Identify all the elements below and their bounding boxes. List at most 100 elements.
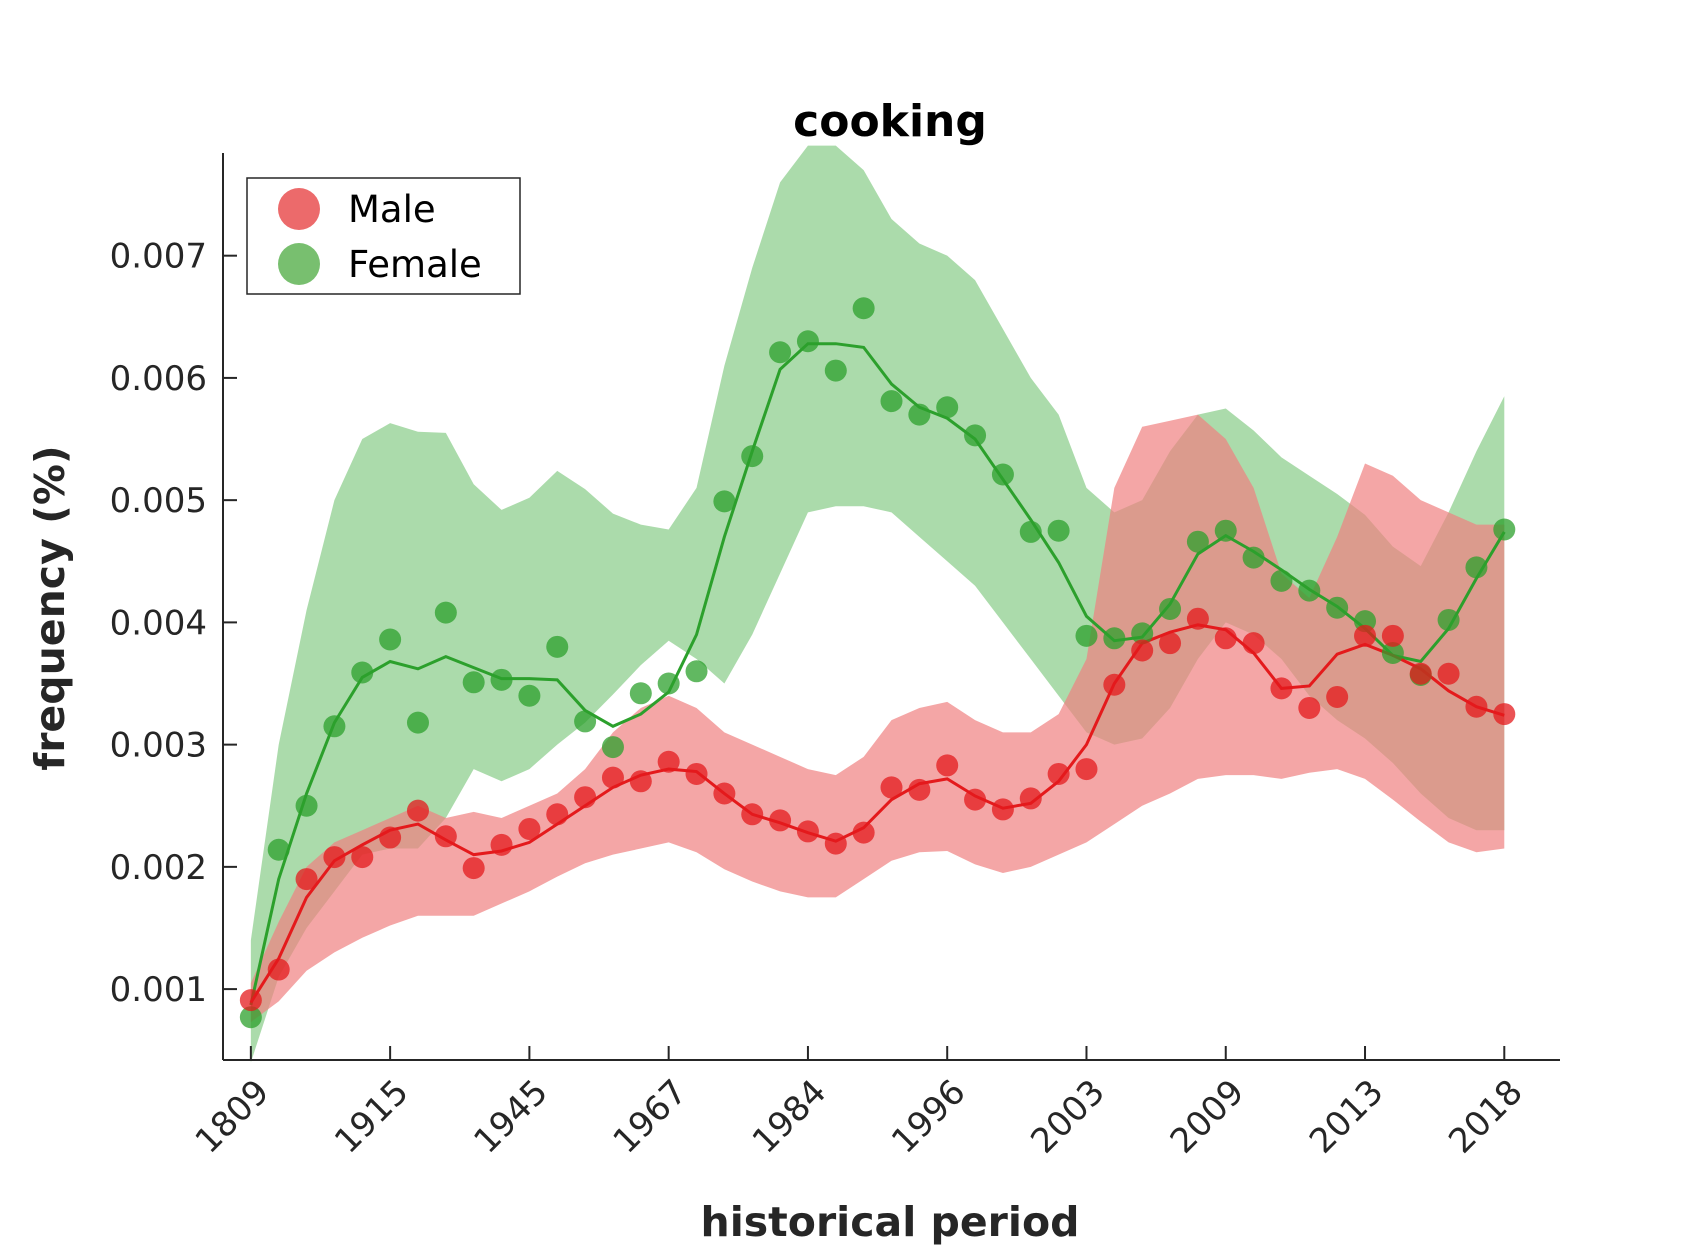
point-female [796, 330, 819, 353]
trend-line-female [249, 342, 1506, 1006]
x-tick-label: 1809 [188, 1072, 277, 1161]
point-female [1381, 641, 1404, 664]
point-male [1493, 703, 1516, 726]
point-female [1214, 519, 1237, 542]
x-tick-label: 1984 [745, 1072, 834, 1161]
point-female [239, 1006, 262, 1029]
point-female [1047, 519, 1070, 542]
point-female [936, 396, 959, 419]
x-tick-label: 1996 [884, 1072, 973, 1161]
y-tick-label: 0.004 [110, 603, 207, 643]
point-male [1103, 673, 1126, 696]
point-female [546, 635, 569, 658]
x-tick-label: 2009 [1163, 1072, 1252, 1161]
point-male [601, 766, 624, 789]
y-tick-label: 0.002 [110, 848, 207, 888]
point-female [713, 490, 736, 513]
point-male [1047, 762, 1070, 785]
point-male [1242, 632, 1265, 655]
point-female [267, 838, 290, 861]
point-female [434, 601, 457, 624]
point-male [239, 989, 262, 1012]
point-female [462, 671, 485, 694]
point-female [1075, 624, 1098, 647]
point-male [991, 798, 1014, 821]
point-female [1159, 597, 1182, 620]
y-tick-label: 0.006 [110, 359, 207, 399]
point-female [852, 297, 875, 320]
x-tick-label: 1945 [466, 1072, 555, 1161]
point-male [1437, 662, 1460, 685]
point-male [490, 833, 513, 856]
point-female [991, 463, 1014, 486]
point-male [1019, 787, 1042, 810]
point-male [1270, 677, 1293, 700]
legend-marker-female [278, 243, 320, 285]
point-female [323, 715, 346, 738]
point-female [1298, 579, 1321, 602]
point-female [908, 403, 931, 426]
trend-lines [249, 342, 1506, 1006]
legend-marker-male [278, 188, 320, 230]
point-male [1326, 685, 1349, 708]
y-tick-label: 0.001 [110, 970, 207, 1010]
x-tick-label: 1915 [327, 1072, 416, 1161]
point-male [546, 803, 569, 826]
point-female [769, 341, 792, 364]
data-points [239, 297, 1516, 1029]
legend-label-male: Male [348, 188, 436, 231]
point-male [852, 821, 875, 844]
point-female [1270, 569, 1293, 592]
point-female [685, 660, 708, 683]
point-male [574, 786, 597, 809]
point-male [769, 809, 792, 832]
legend-label-female: Female [348, 243, 482, 286]
y-axis-title: frequency (%) [26, 445, 74, 770]
point-male [1298, 696, 1321, 719]
point-male [685, 762, 708, 785]
point-male [824, 832, 847, 855]
point-male [796, 820, 819, 843]
y-tick-label: 0.007 [110, 237, 207, 277]
point-female [1103, 627, 1126, 650]
point-male [323, 846, 346, 869]
x-axis-title: historical period [701, 1198, 1080, 1246]
x-tick-label: 2003 [1023, 1072, 1112, 1161]
point-male [1186, 607, 1209, 630]
y-ticks: 0.001 0.002 0.003 0.004 0.005 0.006 0.007 [110, 237, 237, 1010]
point-male [964, 788, 987, 811]
point-female [657, 672, 680, 695]
point-male [1075, 758, 1098, 781]
point-male [379, 826, 402, 849]
point-male [406, 799, 429, 822]
point-male [1465, 695, 1488, 718]
point-male [1409, 662, 1432, 685]
point-female [1186, 530, 1209, 553]
point-female [490, 668, 513, 691]
point-male [518, 817, 541, 840]
point-male [1214, 627, 1237, 650]
trend-line-male [249, 623, 1505, 1004]
point-male [713, 782, 736, 805]
point-female [295, 794, 318, 817]
point-female [574, 710, 597, 733]
point-male [908, 778, 931, 801]
point-female [518, 684, 541, 707]
point-male [741, 803, 764, 826]
point-male [1159, 632, 1182, 655]
axes [222, 153, 1560, 1061]
y-tick-label: 0.005 [110, 481, 207, 521]
point-female [601, 736, 624, 759]
point-male [1381, 624, 1404, 647]
point-female [1465, 556, 1488, 579]
point-male [462, 857, 485, 880]
point-female [1131, 622, 1154, 645]
point-male [657, 750, 680, 773]
chart-title: cooking [793, 96, 987, 147]
point-male [351, 846, 374, 869]
point-female [964, 424, 987, 447]
point-female [741, 445, 764, 468]
point-male [1354, 624, 1377, 647]
x-tick-label: 1967 [606, 1072, 695, 1161]
